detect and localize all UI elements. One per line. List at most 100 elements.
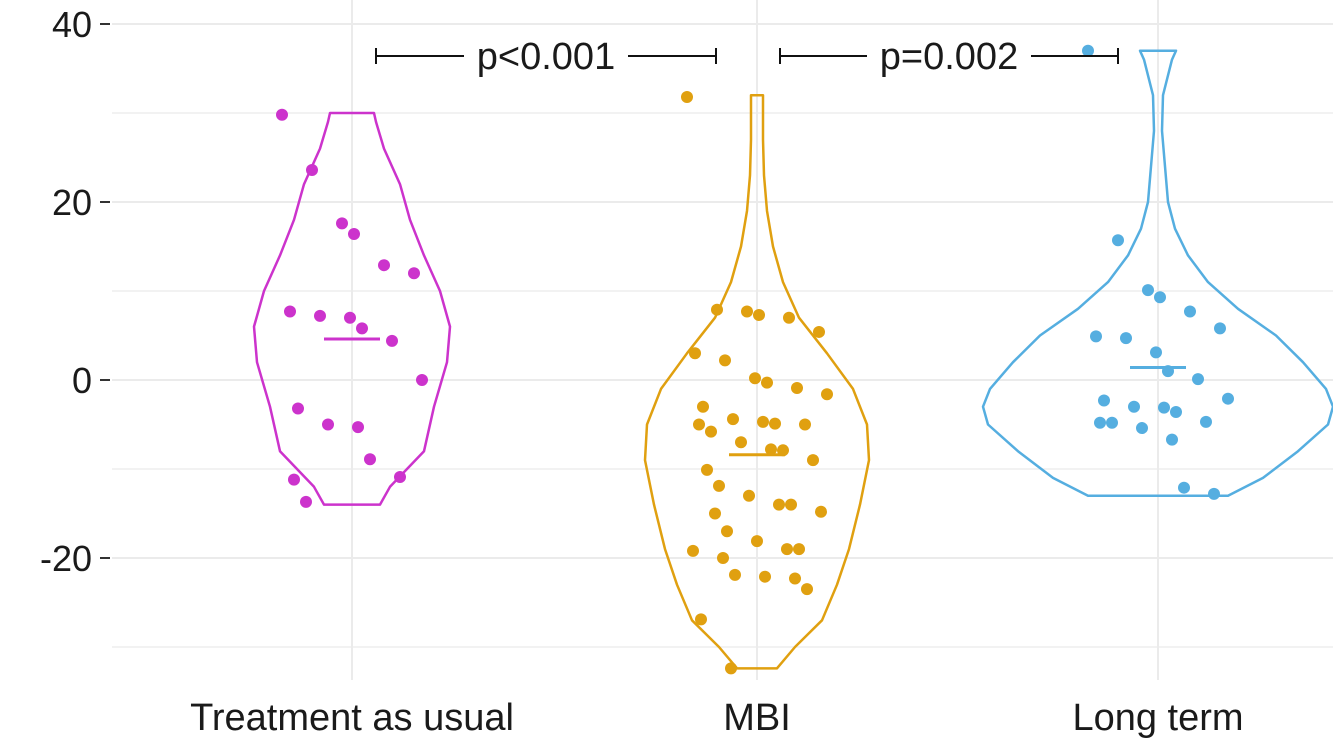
data-point	[785, 498, 797, 511]
data-point	[1082, 44, 1094, 57]
data-point	[408, 267, 420, 280]
data-point	[356, 322, 368, 335]
data-point	[757, 415, 769, 428]
data-point	[1162, 365, 1174, 378]
y-tick-label: 40	[52, 4, 92, 45]
data-point	[288, 473, 300, 486]
data-point	[1222, 392, 1234, 405]
violin-long-term	[981, 49, 1333, 497]
data-point	[721, 525, 733, 538]
data-point	[761, 376, 773, 389]
data-point	[791, 382, 803, 395]
data-point	[1142, 284, 1154, 297]
data-point	[801, 583, 813, 596]
data-point	[1200, 415, 1212, 428]
data-point	[1170, 406, 1182, 419]
data-point	[727, 413, 739, 426]
x-category-label: Treatment as usual	[190, 697, 514, 739]
data-point	[1128, 400, 1140, 413]
data-point	[1158, 401, 1170, 414]
data-point	[348, 228, 360, 241]
data-point	[1154, 291, 1166, 304]
data-point	[386, 334, 398, 347]
data-point	[276, 108, 288, 121]
data-point	[1150, 346, 1162, 359]
data-point	[821, 388, 833, 401]
data-point	[813, 325, 825, 338]
data-point	[815, 505, 827, 518]
data-point	[807, 454, 819, 467]
data-point	[306, 163, 318, 176]
data-point	[1184, 305, 1196, 318]
data-point	[416, 374, 428, 386]
data-point	[741, 305, 753, 318]
data-point	[753, 309, 765, 322]
data-point	[717, 552, 729, 564]
y-tick-label: 0	[72, 360, 92, 401]
data-point	[711, 303, 723, 316]
data-point	[687, 544, 699, 557]
data-point	[336, 217, 348, 230]
data-point	[322, 418, 334, 431]
data-point	[783, 311, 795, 324]
comparisons: p<0.001 p=0.002	[375, 36, 1119, 78]
data-point	[799, 418, 811, 431]
data-point	[300, 495, 312, 508]
data-point	[749, 372, 761, 385]
y-tick-label: -20	[40, 538, 92, 579]
data-point	[1178, 481, 1190, 494]
data-point	[751, 535, 763, 548]
data-point	[719, 354, 731, 367]
data-point	[769, 417, 781, 430]
data-point	[1136, 422, 1148, 435]
data-point	[1098, 394, 1110, 407]
data-point	[713, 479, 725, 492]
violin-mbi	[643, 93, 871, 670]
data-point	[793, 543, 805, 556]
data-point	[314, 309, 326, 322]
data-point	[394, 471, 406, 484]
data-point	[1120, 332, 1132, 345]
data-point	[1112, 234, 1124, 247]
data-point	[709, 507, 721, 520]
data-point	[789, 572, 801, 585]
data-point	[695, 613, 707, 626]
data-point	[729, 568, 741, 581]
data-point	[735, 436, 747, 449]
x-category-label: Long term	[1072, 697, 1243, 739]
data-point	[378, 259, 390, 272]
y-axis: 40 20 0 -20	[40, 4, 110, 579]
data-point	[759, 570, 771, 583]
p-value-label: p=0.002	[880, 36, 1018, 78]
data-point	[777, 444, 789, 457]
data-point	[1106, 416, 1118, 429]
data-point	[705, 425, 717, 438]
data-point	[773, 498, 785, 511]
data-point	[725, 662, 737, 675]
data-point	[1214, 322, 1226, 335]
data-point	[352, 421, 364, 434]
data-point	[284, 305, 296, 318]
data-point	[765, 443, 777, 456]
data-point	[1094, 416, 1106, 429]
data-point	[697, 400, 709, 413]
data-point	[364, 453, 376, 466]
data-point	[1208, 487, 1220, 500]
grid-lines	[112, 0, 1333, 680]
x-category-label: MBI	[723, 697, 791, 739]
y-tick-label: 20	[52, 182, 92, 223]
violin-treatment-as-usual	[252, 111, 452, 506]
x-axis: Treatment as usual MBI Long term	[190, 697, 1243, 739]
data-point	[781, 543, 793, 556]
data-point	[292, 402, 304, 415]
data-point	[1192, 373, 1204, 386]
data-point	[344, 311, 356, 324]
data-point	[681, 90, 693, 103]
data-point	[689, 347, 701, 360]
p-value-label: p<0.001	[477, 36, 615, 78]
data-point	[701, 463, 713, 476]
data-point	[1090, 330, 1102, 343]
data-point	[1166, 433, 1178, 446]
data-point	[693, 418, 705, 431]
